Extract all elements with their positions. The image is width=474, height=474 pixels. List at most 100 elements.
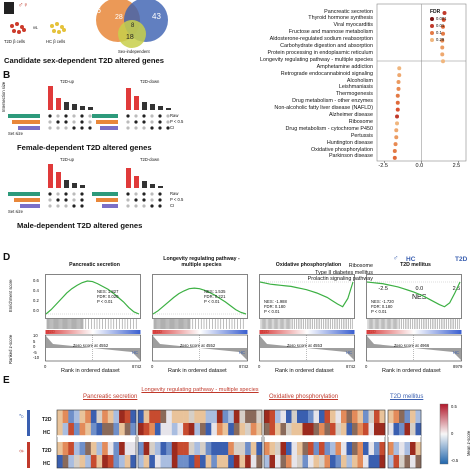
gsea-x-axis-label: Rank in ordered dataset xyxy=(275,368,334,374)
nes-point xyxy=(440,38,445,43)
venn-count-mid-right: 43 xyxy=(152,12,161,21)
female-upset-plots xyxy=(8,86,171,130)
nes-point xyxy=(393,142,398,147)
fdr-legend-label: 0.1 xyxy=(436,30,442,35)
pathway-label: Pancreatic secretion xyxy=(324,8,373,15)
rank-gradient-band xyxy=(45,330,141,334)
nes-point xyxy=(395,121,400,126)
gsea-plot xyxy=(45,274,141,362)
ranked-ytick: -5 xyxy=(33,349,37,355)
nes-dot-plot xyxy=(376,3,467,163)
ranked-metric-area xyxy=(367,336,461,360)
top-tick-label: -2.5 xyxy=(378,163,388,169)
nes-point xyxy=(440,52,445,57)
nes-point xyxy=(392,155,397,160)
nes-point xyxy=(441,59,446,64)
pathway-label-bottom: Prolactin signaling pathway xyxy=(307,276,373,283)
gsea-hc-label: HC xyxy=(453,350,460,355)
gsea-stat-fdr: FDR: 0.180 xyxy=(371,304,393,309)
gsea-stat-p: P < 0.01 xyxy=(264,309,280,314)
heatmap-label-pancreatic: Pancreatic secretion xyxy=(83,394,138,400)
vs-label: vs. xyxy=(33,25,39,30)
pathway-label: Oxidative phosphorylation xyxy=(310,146,373,153)
rank-gradient-band xyxy=(152,330,248,334)
color-scale-bar xyxy=(439,403,449,465)
gsea-t2d-label: T2D xyxy=(154,329,162,334)
female-set-size-bars xyxy=(8,114,118,130)
pathway-label: Alcoholism xyxy=(346,77,373,84)
pathway-label: Pertussis xyxy=(350,132,373,139)
female-down-bars xyxy=(126,88,171,110)
enrichment-curve xyxy=(366,281,461,308)
venn-sex-independent-circle xyxy=(118,20,146,48)
nes-point xyxy=(397,73,402,78)
gsea-stat-p: P < 0.01 xyxy=(204,299,220,304)
gsea-title: Pancreatic secretion xyxy=(69,262,120,268)
gsea-x-start: 0 xyxy=(365,364,368,369)
nes-point xyxy=(441,24,446,29)
pathway-label: Amphetamine addiction xyxy=(316,63,373,70)
hc-cells-label: HC β cells xyxy=(46,39,66,44)
pathway-label-bottom: Ribosome xyxy=(348,263,373,269)
venn-count-center: 8 xyxy=(131,23,135,29)
top-tick-label: 0.0 xyxy=(415,163,424,169)
gsea-x-start: 0 xyxy=(258,364,261,369)
sex-symbols: ♂♀ xyxy=(18,2,29,9)
gsea-plot xyxy=(259,274,355,362)
gsea-zero-score: Zero score at 4552 xyxy=(180,343,216,348)
pathway-label: Parkinson disease xyxy=(328,153,373,160)
gsea-x-axis-label: Rank in ordered dataset xyxy=(61,368,120,374)
enrichment-ytick: 0.6 xyxy=(33,278,39,283)
female-matrix-dots xyxy=(48,114,170,130)
gsea-x-start: 0 xyxy=(44,364,47,369)
scale-tick-low: -0.5 xyxy=(451,458,459,463)
fdr-legend-title: FDR xyxy=(430,9,441,15)
t2d-cells-label: T2D β cells xyxy=(4,39,26,44)
t2d-cells-cluster xyxy=(10,22,26,34)
male-t2d-up-label: T2D-up xyxy=(60,157,74,162)
nes-point xyxy=(440,45,445,50)
fdr-legend-dot xyxy=(430,31,434,35)
enrichment-frame xyxy=(366,274,462,319)
pathway-label: Ribosome xyxy=(348,118,373,125)
pathway-label: Alzheimer disease xyxy=(328,112,373,118)
heatmap-block xyxy=(138,410,263,468)
gsea-t2d-label: T2D xyxy=(368,329,376,334)
heatmap-label-t2dm: T2D mellitus xyxy=(390,394,424,400)
bottom-tick-label: -2.5 xyxy=(378,286,388,292)
nes-point xyxy=(395,114,400,119)
heatmap-block-frame xyxy=(137,409,263,469)
panel-a-caption: Candidate sex-dependent T2D altered gene… xyxy=(4,56,164,65)
nes-point xyxy=(395,100,400,105)
gsea-x-start: 0 xyxy=(151,364,154,369)
gsea-title: Longevity regulating pathway - multiple … xyxy=(163,256,240,268)
gsea-hc-label: HC xyxy=(239,350,246,355)
pathway-label: Fructose and mannose metabolism xyxy=(288,29,373,36)
gsea-x-axis-label: Rank in ordered dataset xyxy=(382,368,441,374)
ranked-metric-frame xyxy=(152,334,248,362)
heatmap-block-frame xyxy=(387,409,422,469)
nes-point xyxy=(394,128,399,133)
gsea-t2d-label: T2D xyxy=(47,329,55,334)
female-t2d-down-label: T2D-down xyxy=(140,79,160,84)
gsea-zero-score: Zero score at 4966 xyxy=(394,343,430,348)
panel-b-letter: B xyxy=(3,70,11,81)
heatmap-block-frame xyxy=(263,409,386,469)
ranked-metric-frame xyxy=(259,334,355,362)
ranked-ytick: -10 xyxy=(33,355,40,360)
scale-tick-high: 0.5 xyxy=(451,404,457,409)
gsea-stat-fdr: FDR: 0.221 xyxy=(204,294,226,299)
enrichment-curve xyxy=(45,280,140,315)
fdr-legend-dot xyxy=(430,38,434,42)
gene-hit-marks xyxy=(367,319,460,329)
gsea-stat-fdr: FDR: 0.180 xyxy=(264,304,286,309)
nes-point xyxy=(441,31,446,36)
gsea-stat-fdr: FDR: 0.020 xyxy=(97,294,119,299)
pathway-label: Viral myocarditis xyxy=(333,22,373,29)
male-up-bars xyxy=(48,164,85,188)
pathway-label: Leishmaniasis xyxy=(338,84,373,91)
venn-count-left: 56 xyxy=(92,6,101,15)
gsea-stat-p: P < 0.01 xyxy=(97,299,113,304)
ranked-metric-area xyxy=(46,336,140,360)
nes-point xyxy=(396,80,401,84)
